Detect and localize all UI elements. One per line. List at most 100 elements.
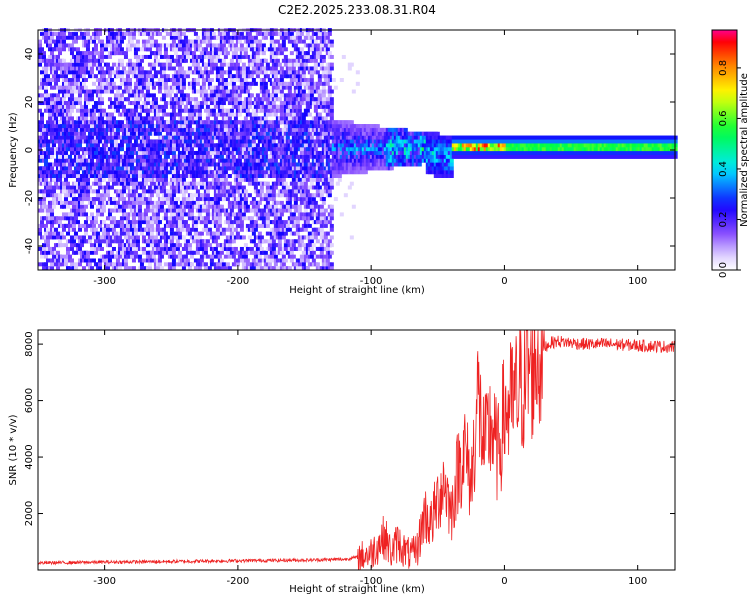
spectrogram-cell (49, 262, 54, 267)
spectrogram-cell (183, 262, 188, 267)
spectrogram-cell (185, 250, 190, 255)
spectrogram-cell (157, 170, 162, 175)
spectrogram-cell (71, 85, 76, 90)
spectrogram-cell (289, 246, 294, 251)
spectrogram-cell (147, 266, 152, 271)
spectrogram-cell (247, 143, 252, 148)
spectrogram-cell (227, 181, 232, 186)
spectrogram-cell (113, 31, 118, 36)
spectrogram-cell (41, 200, 46, 205)
spectrogram-cell (117, 266, 122, 271)
spectrogram-cell (97, 266, 102, 271)
spectrogram-cell (45, 139, 50, 144)
spectrogram-cell (113, 170, 118, 175)
spectrogram-cell (139, 74, 144, 79)
spectrogram-cell (55, 150, 60, 155)
spectrogram-cell (295, 231, 300, 236)
spectrogram-cell (279, 89, 284, 94)
spectrogram-cell (269, 35, 274, 40)
spectrogram-cell (71, 239, 76, 244)
spectrogram-cell (239, 177, 244, 182)
spectrogram-cell (147, 131, 152, 136)
spectrogram-cell (45, 93, 50, 98)
spectrogram-cell (209, 120, 214, 125)
spectrogram-cell (245, 66, 250, 71)
spectrogram-cell (165, 31, 170, 36)
spectrogram-cell (121, 189, 126, 194)
spectrogram-cell (287, 85, 292, 90)
spectrogram-cell (221, 93, 226, 98)
spectrogram-cell (43, 223, 48, 228)
spectrogram-cell (257, 254, 262, 259)
spectrogram-cell (275, 174, 280, 178)
spectrogram-cell (197, 116, 202, 121)
spectrogram-cell (169, 223, 174, 228)
spectrogram-cell (69, 93, 74, 98)
spectrogram-cell (59, 62, 64, 67)
spectrogram-cell (65, 108, 70, 113)
spectrogram-cell (155, 200, 160, 205)
spectrogram-cell (179, 212, 184, 217)
spectrogram-cell (67, 85, 72, 90)
spectrogram-cell (171, 131, 176, 136)
spectrogram-cell (69, 116, 74, 121)
spectrogram-cell (89, 93, 94, 98)
spectrogram-cell (41, 193, 46, 198)
spectrogram-cell (57, 239, 62, 244)
spectrogram-cell (115, 89, 120, 94)
spectrogram-cell (257, 120, 262, 125)
spectrogram-cell (101, 231, 106, 236)
spectrogram-cell (213, 239, 218, 244)
spectrogram-cell (209, 258, 214, 263)
spectrogram-cell (163, 231, 168, 236)
spectrogram-cell (47, 162, 52, 167)
spectrogram-cell (187, 266, 192, 271)
spectrogram-cell (129, 250, 134, 255)
spectrogram-cell (173, 93, 178, 98)
spectrogram-cell (205, 212, 210, 217)
spectrogram-cell (279, 74, 284, 79)
spectrogram-cell (265, 185, 270, 190)
spectrogram-cell (197, 112, 202, 117)
spectrogram-cell (135, 58, 140, 63)
spectrogram-cell (39, 223, 44, 228)
spectrogram-cell (251, 143, 256, 148)
spectrogram-cell (63, 193, 68, 198)
spectrogram-cell (219, 193, 224, 198)
spectrogram-cell (263, 266, 268, 271)
spectrogram-cell (291, 216, 296, 221)
spectrogram-cell (91, 89, 96, 94)
spectrogram-cell (43, 31, 48, 36)
spectrogram-cell (177, 254, 182, 259)
spectrogram-cell (79, 112, 84, 117)
spectrogram-cell (133, 108, 138, 113)
spectrogram-cell (223, 170, 228, 175)
spectrogram-cell (257, 262, 262, 267)
spectrogram-cell (67, 223, 72, 228)
spectrogram-cell (241, 147, 246, 152)
spectrogram-cell (133, 81, 138, 86)
spectrogram-cell (171, 39, 176, 44)
spectrogram-cell (49, 216, 54, 221)
spectrogram-cell (65, 246, 70, 251)
spectrogram-cell (69, 135, 74, 140)
spectrogram-cell (277, 43, 282, 48)
spectrogram-cell (173, 74, 178, 79)
spectrogram-cell (227, 135, 232, 140)
spectrogram-cell (61, 185, 66, 190)
spectrogram-cell (211, 158, 216, 163)
spectrogram-cell (181, 208, 186, 213)
spectrogram-cell (277, 239, 282, 244)
spectrogram-cell (211, 93, 216, 98)
spectrogram-cell (227, 243, 232, 248)
spectrogram-cell (39, 220, 44, 225)
spectrogram-cell (73, 266, 78, 271)
spectrogram-cell (55, 93, 60, 98)
spectrogram-cell (191, 239, 196, 244)
spectrogram-cell (55, 250, 60, 255)
spectrogram-cell (153, 101, 158, 106)
spectrogram-cell (225, 108, 230, 113)
spectrogram-cell (129, 154, 134, 159)
spectrogram-cell (163, 54, 168, 59)
spectrogram-cell (181, 70, 186, 75)
